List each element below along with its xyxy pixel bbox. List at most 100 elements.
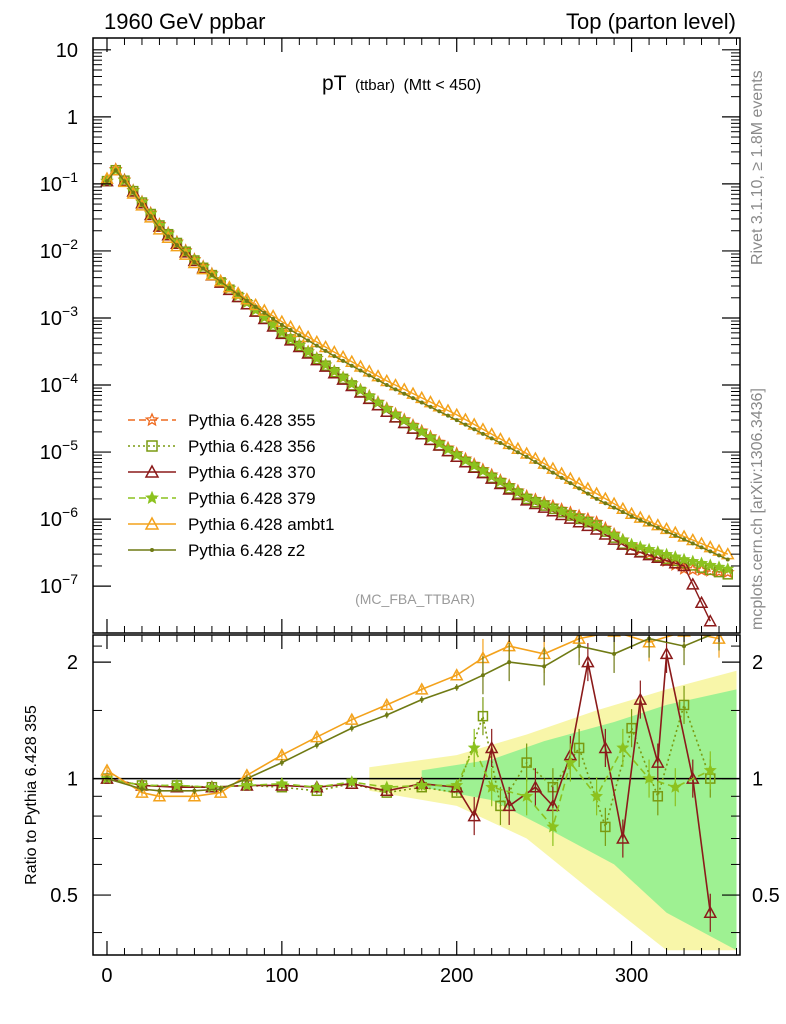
y-tick-base: 10	[40, 509, 62, 531]
marker-pythia-6-428-z2	[227, 285, 232, 290]
ratio-marker-pythia-6-428-379	[668, 780, 682, 793]
marker-pythia-6-428-z2	[594, 496, 599, 501]
marker-pythia-6-428-z2	[428, 404, 433, 409]
marker-pythia-6-428-z2	[192, 260, 197, 265]
ratio-marker-pythia-6-428-z2	[480, 673, 485, 678]
ratio-marker-pythia-6-428-ambt1	[135, 785, 149, 798]
ratio-marker-pythia-6-428-379	[275, 776, 289, 790]
marker-pythia-6-428-370	[694, 595, 709, 609]
ratio-marker-pythia-6-428-356	[521, 757, 532, 768]
marker-pythia-6-428-z2	[306, 338, 311, 343]
y-tick-exp: −3	[62, 303, 78, 319]
legend: Pythia 6.428 355 Pythia 6.428 356 Pythia 6…	[128, 411, 334, 560]
y-tick-label: 10−2	[40, 236, 78, 263]
ratio-y-tick-label-right: 2	[752, 652, 763, 674]
ratio-marker-pythia-6-428-370	[598, 740, 613, 754]
ratio-marker-pythia-6-428-z2	[244, 776, 249, 781]
marker-pythia-6-428-z2	[201, 266, 206, 271]
ratio-marker-pythia-6-428-379	[170, 778, 184, 791]
marker-pythia-6-428-z2	[664, 529, 669, 534]
y-tick-exp: −2	[62, 236, 78, 252]
marker-pythia-6-428-z2	[699, 545, 704, 550]
ratio-marker-pythia-6-428-379	[415, 778, 429, 791]
marker-pythia-6-428-z2	[166, 234, 171, 239]
ratio-marker-pythia-6-428-379	[450, 778, 464, 791]
ratio-marker-pythia-6-428-356	[600, 821, 611, 833]
marker-pythia-6-428-379	[362, 389, 376, 402]
x-tick-label: 0	[101, 965, 112, 987]
y-tick-text: 1	[67, 107, 78, 129]
marker-pythia-6-428-370	[677, 558, 691, 572]
marker-pythia-6-428-379	[651, 545, 665, 558]
ratio-marker-pythia-6-428-z2	[314, 743, 319, 748]
y-tick-label: 10−1	[40, 169, 78, 196]
marker-pythia-6-428-z2	[411, 396, 416, 401]
marker-pythia-6-428-z2	[603, 501, 608, 506]
marker-pythia-6-428-z2	[323, 348, 328, 353]
ratio-marker-pythia-6-428-356	[495, 800, 506, 812]
x-tick-label: 300	[615, 965, 648, 987]
y-tick-label: 1	[67, 107, 78, 129]
y-tick-exp: −5	[62, 437, 78, 453]
marker-pythia-6-428-ambt1	[178, 247, 193, 260]
series-pythia-6-428-379	[100, 163, 735, 575]
marker-pythia-6-428-379	[686, 554, 700, 567]
ratio-marker-pythia-6-428-ambt1	[345, 712, 359, 725]
y-tick-exp: −6	[62, 504, 78, 520]
marker-pythia-6-428-z2	[236, 292, 241, 297]
ratio-marker-pythia-6-428-379	[485, 780, 499, 793]
marker-pythia-6-428-379	[345, 377, 359, 390]
ratio-marker-pythia-6-428-z2	[279, 760, 284, 765]
y-tick-exp: −4	[62, 370, 78, 386]
legend-marker	[144, 464, 160, 478]
legend-label: Pythia 6.428 379	[188, 489, 316, 508]
marker-pythia-6-428-z2	[515, 450, 520, 455]
ratio-marker-pythia-6-428-z2	[507, 660, 512, 665]
marker-pythia-6-428-379	[677, 552, 691, 565]
x-tick-label: 100	[265, 965, 298, 987]
marker-pythia-6-428-z2	[376, 378, 381, 383]
legend-item-pythia-6-428-379: Pythia 6.428 379	[128, 489, 316, 508]
marker-pythia-6-428-379	[546, 501, 560, 514]
marker-pythia-6-428-379	[432, 436, 446, 450]
marker-pythia-6-428-z2	[341, 358, 346, 363]
marker-pythia-6-428-z2	[620, 509, 625, 514]
ratio-marker-pythia-6-428-z2	[349, 726, 354, 731]
marker-pythia-6-428-ambt1	[152, 222, 167, 235]
ratio-marker-pythia-6-428-370	[502, 798, 516, 812]
marker-pythia-6-428-379	[633, 540, 647, 553]
ratio-marker-pythia-6-428-ambt1	[213, 785, 228, 798]
y-tick-label: 10−4	[40, 370, 78, 397]
marker-pythia-6-428-z2	[489, 436, 494, 441]
ratio-y-tick-label: 0.5	[50, 885, 78, 907]
marker-pythia-6-428-379	[528, 494, 542, 507]
ratio-ylabel: Ratio to Pythia 6.428 355	[23, 705, 40, 885]
marker-pythia-6-428-z2	[384, 383, 389, 388]
marker-pythia-6-428-379	[458, 453, 472, 466]
ratio-marker-pythia-6-428-379	[563, 755, 577, 769]
marker-pythia-6-428-z2	[297, 333, 302, 338]
marker-pythia-6-428-z2	[358, 368, 363, 373]
marker-pythia-6-428-379	[319, 357, 333, 371]
ratio-marker-pythia-6-428-379	[467, 741, 481, 754]
marker-pythia-6-428-z2	[524, 454, 529, 459]
marker-pythia-6-428-z2	[279, 322, 284, 327]
marker-pythia-6-428-379	[485, 469, 499, 482]
marker-pythia-6-428-z2	[498, 441, 503, 446]
ratio-marker-pythia-6-428-ambt1	[310, 730, 324, 743]
marker-pythia-6-428-ambt1	[196, 262, 210, 275]
marker-pythia-6-428-370	[624, 542, 639, 555]
marker-pythia-6-428-z2	[209, 273, 214, 278]
ratio-y-tick-label-right: 1	[752, 769, 763, 791]
marker-pythia-6-428-z2	[472, 427, 477, 432]
marker-pythia-6-428-379	[572, 511, 586, 525]
legend-marker	[144, 516, 160, 530]
y-tick-base: 10	[40, 241, 62, 263]
ratio-marker-pythia-6-428-356	[678, 699, 690, 711]
marker-pythia-6-428-z2	[104, 179, 109, 184]
marker-pythia-6-428-z2	[367, 373, 372, 378]
y-tick-base: 10	[40, 442, 62, 464]
ratio-frame	[92, 634, 741, 956]
marker-pythia-6-428-379	[537, 497, 551, 511]
marker-pythia-6-428-379	[502, 480, 516, 493]
